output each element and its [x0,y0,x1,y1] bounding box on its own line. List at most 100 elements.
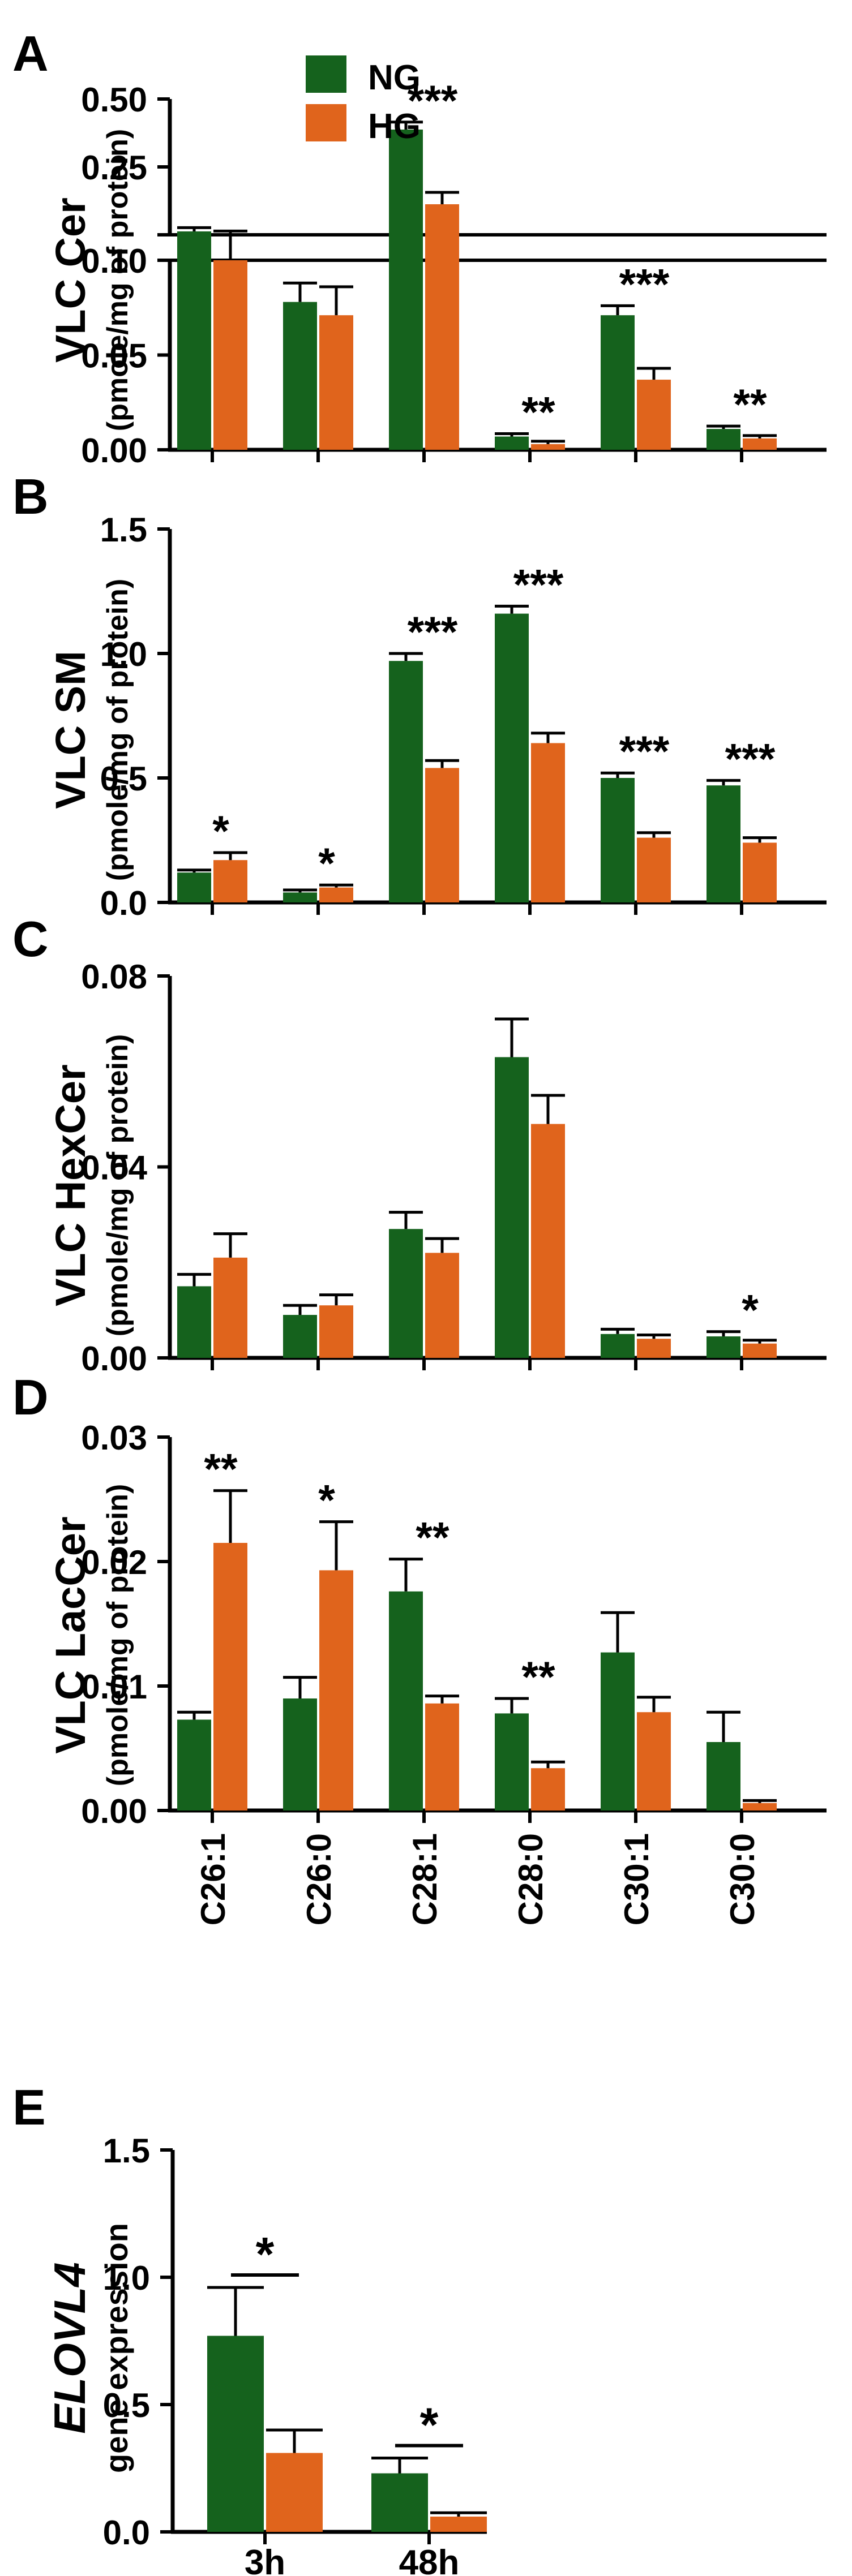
panel-a-significance-label: ** [521,389,555,437]
panel-c-bar-hg [743,1343,777,1358]
panel-d-bar-hg [425,1703,459,1810]
panel-d-bar-ng [389,1591,423,1810]
panel-c-bar-ng [283,1315,317,1358]
panel-b: B VLC SM (pmole/mg of protein) 0.0 0.5 1.0… [12,468,827,922]
panel-c-ylabel-units: (pmole/mg of protein) [101,1034,134,1336]
panel-d-category-label: C28:1 [406,1833,444,1925]
panel-b-significance-label: * [318,840,335,888]
panel-a-significance-label: *** [619,260,670,308]
panel-e-bars: ** [207,2227,487,2532]
panel-c-bar-hg [531,1124,565,1358]
panel-e-ylabel: ELOVL4 [45,2262,95,2433]
panel-a-ylabel: VLC Cer [47,197,94,363]
panel-a-ytick-label: 0.00 [81,432,147,470]
panel-a-bar-ng [177,231,211,450]
panel-d-bars: ******* [177,1446,777,1810]
legend: NG HG [306,55,421,146]
legend-swatch-hg [306,104,346,141]
panel-c-bar-ng [389,1229,423,1358]
panel-b-letter: B [12,468,49,524]
panel-a-ytick-label: 0.10 [81,242,147,280]
panel-e-ytick-label: 1.5 [103,2132,150,2170]
panel-b-significance-label: * [212,807,229,855]
panel-b-ylabel-units: (pmole/mg of protein) [101,579,134,881]
panel-b-bar-ng [389,661,423,902]
panel-c-significance-label: * [742,1287,759,1335]
panel-a-bar-hg [213,260,247,450]
panel-d-category-label: C26:0 [300,1833,338,1925]
panel-a-bar-ng [495,436,529,450]
panel-d-bar-hg [531,1768,565,1810]
panel-b-significance-label: *** [408,608,458,656]
panel-b-significance-label: *** [619,728,670,776]
legend-label-ng: NG [368,58,421,97]
panel-a-bar-hg [637,380,671,450]
panel-d-bar-hg [213,1543,247,1810]
panel-b-bar-ng [495,613,529,902]
panel-b-bar-hg [319,887,353,902]
panel-c-bar-hg [319,1305,353,1358]
panel-e-ytick-label: 0.5 [103,2386,150,2424]
panel-e-ytick-label: 0.0 [103,2514,150,2552]
panel-a-bar-hg [319,315,353,450]
panel-b-ytick-label: 0.5 [100,760,147,798]
panel-b-bar-ng [601,778,635,902]
panel-d-ylabel: VLC LacCer [47,1516,94,1753]
panel-e-significance-label: * [256,2227,275,2281]
panel-d-significance-label: ** [521,1653,555,1701]
panel-a-bar-ng [601,315,635,450]
panel-c-bar-ng [495,1057,529,1358]
panel-d-bar-hg [319,1570,353,1810]
panel-b-bar-ng [283,892,317,902]
panel-a: A VLC Cer (pmole/mg of protein) 0.25 0.50… [12,25,827,470]
panel-b-ytick-label: 1.0 [100,635,147,673]
panel-b-bar-ng [707,785,740,902]
panel-c-ytick-label: 0.04 [81,1149,147,1187]
panel-a-bar-ng [389,130,423,450]
panel-b-ytick-label: 0.0 [100,884,147,922]
panel-a-bar-ng [707,429,740,450]
panel-d-significance-label: * [318,1477,335,1525]
panel-d-bar-ng [707,1742,740,1810]
panel-b-significance-label: *** [725,735,776,783]
panel-b-bar-hg [425,768,459,902]
panel-e-significance-label: * [420,2398,439,2452]
panel-e: E ELOVL4 gene expression 0.0 0.5 1.0 1.5 3h 4… [12,2079,487,2576]
panel-c-bar-ng [177,1286,211,1358]
panel-c-ytick-label: 0.08 [81,958,147,996]
panel-d-bar-hg [743,1803,777,1810]
panel-d-category-label: C26:1 [194,1833,232,1925]
panel-c-letter: C [12,911,49,967]
panel-a-bars: ********** [177,77,777,450]
panel-c-bar-hg [637,1339,671,1358]
panel-d-ylabel-units: (pmole/mg of protein) [101,1484,134,1786]
panel-e-letter: E [12,2079,46,2135]
panel-a-bar-ng [283,302,317,450]
panel-d-ytick-label: 0.01 [81,1668,147,1706]
legend-swatch-ng [306,55,346,93]
panel-b-bar-hg [213,860,247,902]
panel-d-bar-ng [283,1698,317,1810]
panel-d: D VLC LacCer (pmole/mg of protein) 0.000… [12,1369,827,1925]
panel-c-bar-ng [601,1334,635,1358]
panel-b-bars: *********** *** [177,561,777,902]
panel-a-bar-hg [425,204,459,450]
panel-a-ytick-label: 0.05 [81,337,147,375]
panel-e-ytick-label: 1.0 [103,2259,150,2297]
panel-a-ytick-label: 0.50 [81,81,147,119]
panel-b-ytick-label: 1.5 [100,511,147,549]
panel-c: C VLC HexCer (pmole/mg of protein) 0.00 0… [12,911,827,1378]
panel-d-ytick-label: 0.03 [81,1419,147,1457]
panel-a-significance-label: ** [733,381,767,429]
panel-d-category-labels: C26:1 C26:0 C28:1 C28:0 C30:1 C30:0 [194,1833,761,1925]
panel-d-category-label: C30:1 [618,1833,656,1925]
panel-a-bar-hg [743,438,777,450]
panel-c-bar-hg [213,1257,247,1358]
panel-d-significance-label: ** [204,1446,238,1494]
panel-e-bar-hg [266,2453,323,2532]
panel-c-bar-ng [707,1336,740,1358]
panel-c-ylabel: VLC HexCer [47,1064,94,1306]
panel-e-axes: 0.0 0.5 1.0 1.5 3h 48h [103,2132,487,2576]
panel-c-bars: * [177,1017,777,1358]
panel-d-bar-hg [637,1712,671,1810]
